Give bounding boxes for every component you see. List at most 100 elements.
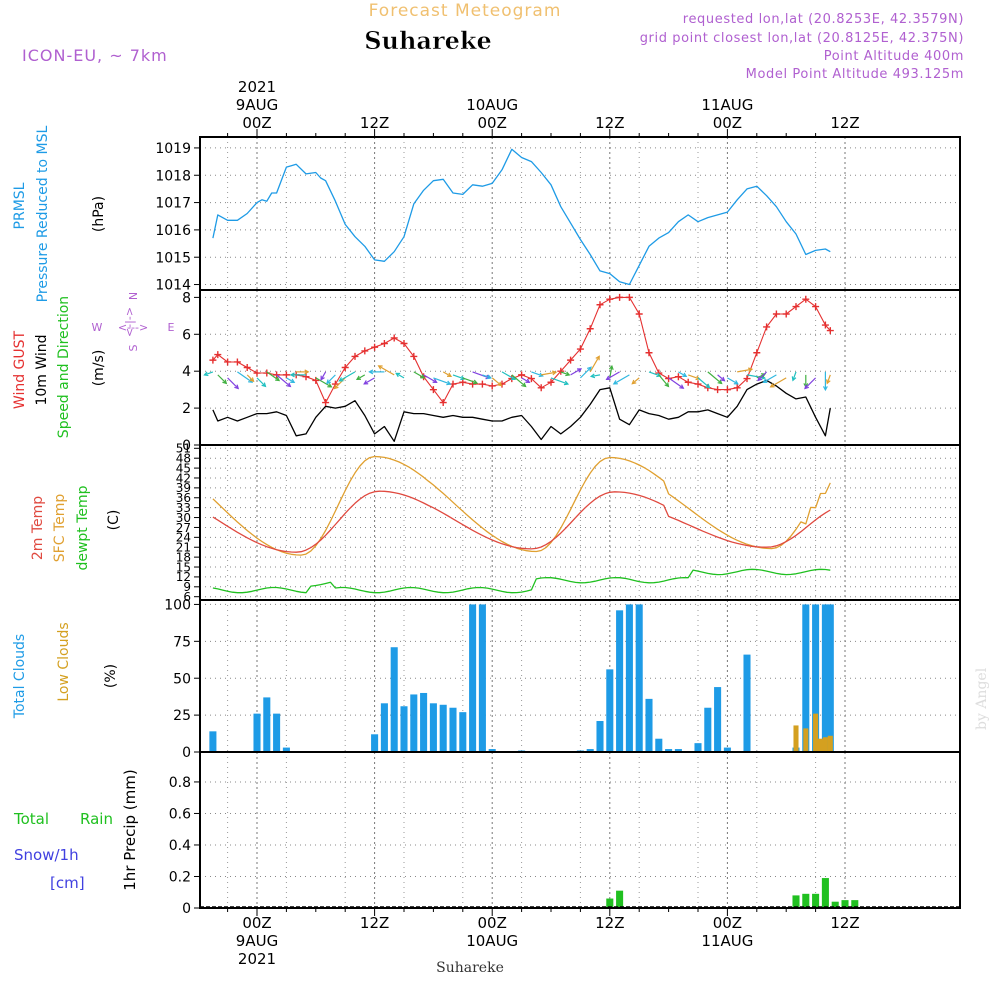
grid-layer <box>200 137 960 909</box>
wind-direction-arrowhead <box>304 369 310 375</box>
clouds-label-unit: (%) <box>103 664 119 688</box>
wind-direction-arrow <box>356 374 366 380</box>
wind-gust-marker <box>753 349 761 357</box>
wind-gust-marker <box>209 356 217 364</box>
total-cloud-bar <box>420 692 428 752</box>
wind-label-direction: Speed and Direction <box>56 296 72 438</box>
wind-direction-arrow <box>658 374 669 387</box>
temp-tick-label: 6 <box>183 590 191 604</box>
wind-gust-marker <box>635 310 643 318</box>
wind-gust-marker <box>567 356 575 364</box>
wind-direction-arrowhead <box>565 371 571 377</box>
wind-direction-arrow <box>763 374 777 383</box>
total-cloud-bar <box>694 743 702 752</box>
wind-direction-arrowhead <box>682 372 688 378</box>
wind-direction-arrow <box>217 374 227 384</box>
total-cloud-bar <box>469 604 477 752</box>
clouds-tick-label: 75 <box>173 634 191 650</box>
wind-gust-marker <box>557 367 565 375</box>
wind-direction-arrow <box>707 371 722 384</box>
wind-gust-marker <box>371 343 379 351</box>
wind-direction-arrow <box>276 374 291 387</box>
temp-label-dewpt: dewpt Temp <box>75 485 91 570</box>
wind-gust-marker <box>224 358 232 366</box>
precip-bar <box>821 878 829 908</box>
wind-direction-arrow <box>501 371 516 380</box>
wind-direction-arrowhead <box>203 371 209 377</box>
wind-direction-arrow <box>770 377 787 388</box>
precip-bar <box>851 900 859 908</box>
total-cloud-bar <box>282 747 290 752</box>
total-cloud-bar <box>429 703 437 752</box>
wind-direction-arrowhead <box>275 376 281 382</box>
precip-bar <box>616 890 624 908</box>
precip-label-rain: Rain <box>80 810 113 828</box>
wind-gust-marker <box>772 310 780 318</box>
wind-direction-arrowhead <box>631 379 637 385</box>
wind-direction-arrowhead <box>733 380 739 385</box>
wind-gust-marker <box>302 373 310 381</box>
wind-gust-marker <box>616 293 624 301</box>
total-cloud-bar <box>655 738 663 752</box>
precip-frame <box>199 751 961 909</box>
total-cloud-bar <box>616 610 624 752</box>
wind-gust-marker <box>380 340 388 348</box>
precip-tick-label: 0.6 <box>169 806 191 822</box>
wind-direction-arrow <box>792 371 797 381</box>
wind-gust-marker <box>684 378 692 386</box>
wind-gust-marker <box>763 323 771 331</box>
model-altitude: Model Point Altitude 493.125m <box>746 67 964 82</box>
total-cloud-bar <box>596 721 604 752</box>
precip-tick-label: 0 <box>182 901 191 917</box>
wind-direction-arrowhead <box>368 369 374 375</box>
wind-direction-arrow <box>423 374 437 383</box>
wind-direction-arrow <box>442 371 452 377</box>
wind-direction-arrow <box>315 377 332 388</box>
total-cloud-bar <box>410 694 418 752</box>
temp-tick-label: 21 <box>176 541 191 555</box>
wind-direction-arrowhead <box>762 378 768 384</box>
precip-bar <box>812 893 820 908</box>
time-label-bottom: 00Z <box>242 914 271 932</box>
wind-direction-arrow <box>326 374 336 384</box>
wind-direction-arrow <box>678 371 687 377</box>
wind-direction-arrowhead <box>586 366 592 372</box>
total-cloud-bar <box>826 604 834 752</box>
wind-direction-arrow <box>413 371 425 379</box>
wind-label-gust: Wind GUST <box>12 330 28 409</box>
wind-direction-arrowhead <box>521 382 527 388</box>
wind-tick-label: 2 <box>182 401 191 417</box>
wind-direction-arrowhead <box>234 384 240 390</box>
wind-direction-arrowhead <box>551 370 558 376</box>
wind-direction-arrow <box>395 372 405 379</box>
wind-direction-arrowhead <box>248 378 254 383</box>
total-cloud-bar <box>635 604 643 752</box>
precip-label-snow: Snow/1h <box>14 846 79 864</box>
time-label-bottom: 9AUG <box>236 932 278 950</box>
total-cloud-bar <box>821 604 829 752</box>
total-cloud-bar <box>812 604 820 752</box>
time-label-top: 00Z <box>478 114 507 132</box>
wind-direction-arrowhead <box>679 384 685 389</box>
wind-direction-arrowhead <box>769 383 775 388</box>
wind-direction-arrowhead <box>363 380 369 385</box>
wind-direction-arrow <box>613 374 630 385</box>
dewpt-line <box>212 568 831 594</box>
pressure-tick-label: 1018 <box>155 168 191 184</box>
wind-gust-marker <box>233 358 241 366</box>
low-cloud-bar <box>813 713 819 752</box>
wind-direction-arrowhead <box>595 355 600 361</box>
total-cloud-bar <box>586 749 594 752</box>
wind-direction-arrowhead <box>717 379 723 385</box>
requested-coords: requested lon,lat (20.8253E, 42.3579N) <box>683 12 964 27</box>
wind-gust-marker <box>390 334 398 342</box>
wind-direction-arrow <box>631 377 640 385</box>
precip-bar <box>606 898 614 908</box>
time-label-top: 00Z <box>713 114 742 132</box>
total-cloud-bar <box>488 749 496 752</box>
time-label-top: 11AUG <box>701 96 753 114</box>
compass-west: W <box>92 321 103 334</box>
clouds-tick-label: 100 <box>164 597 191 613</box>
wind-tick-label: 4 <box>182 364 191 380</box>
